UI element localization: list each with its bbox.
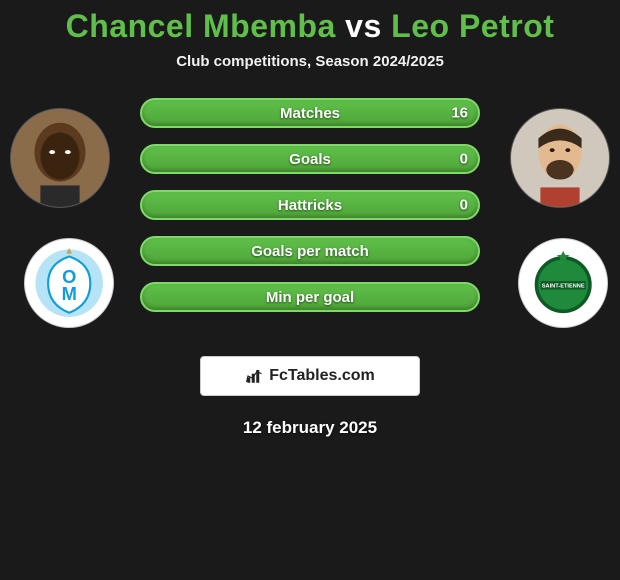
season-subtitle: Club competitions, Season 2024/2025	[0, 53, 620, 70]
player2-avatar	[510, 108, 610, 208]
player1-face-icon	[11, 109, 109, 207]
stat-label: Min per goal	[266, 289, 354, 306]
stat-row-matches: Matches 16	[140, 98, 480, 128]
vs-text: vs	[345, 8, 382, 44]
stat-row-goals: Goals 0	[140, 144, 480, 174]
player1-club-badge: O M	[24, 238, 114, 328]
stat-row-goals-per-match: Goals per match	[140, 236, 480, 266]
branding-text: FcTables.com	[269, 367, 375, 385]
stat-label: Goals per match	[251, 243, 369, 260]
stat-value-right: 0	[460, 151, 468, 168]
stats-list: Matches 16 Goals 0 Hattricks 0 Goals per…	[140, 98, 480, 328]
comparison-content: O M SAINT-ETIENNE Matches 16 Goals 0 Hat…	[0, 98, 620, 338]
stat-row-min-per-goal: Min per goal	[140, 282, 480, 312]
branding-badge: FcTables.com	[200, 356, 420, 396]
stat-value-right: 16	[451, 105, 468, 122]
stat-label: Matches	[280, 105, 340, 122]
player2-club-badge: SAINT-ETIENNE	[518, 238, 608, 328]
comparison-title: Chancel Mbemba vs Leo Petrot	[0, 0, 620, 45]
player1-avatar	[10, 108, 110, 208]
stat-label: Goals	[289, 151, 331, 168]
svg-text:M: M	[61, 283, 76, 304]
player2-face-icon	[511, 109, 609, 207]
svg-text:SAINT-ETIENNE: SAINT-ETIENNE	[542, 283, 585, 289]
stat-row-hattricks: Hattricks 0	[140, 190, 480, 220]
bar-chart-icon	[245, 367, 263, 385]
stat-value-right: 0	[460, 197, 468, 214]
saint-etienne-badge-icon: SAINT-ETIENNE	[528, 248, 598, 318]
player1-name: Chancel Mbemba	[66, 8, 336, 44]
stat-label: Hattricks	[278, 197, 342, 214]
snapshot-date: 12 february 2025	[0, 418, 620, 438]
player2-name: Leo Petrot	[391, 8, 554, 44]
marseille-badge-icon: O M	[34, 248, 104, 318]
